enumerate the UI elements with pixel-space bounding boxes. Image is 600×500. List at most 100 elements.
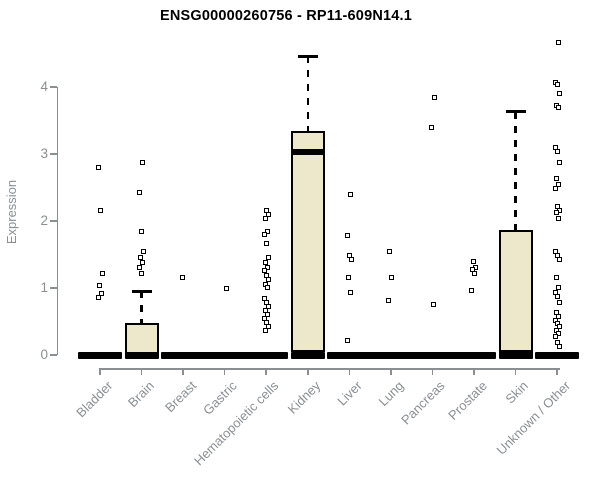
outlier-point xyxy=(348,257,354,263)
x-tick xyxy=(390,368,392,375)
x-tick-label: Bladder xyxy=(73,378,116,421)
outlier-point xyxy=(554,149,560,155)
whisker-cap xyxy=(131,289,152,293)
x-tick xyxy=(223,368,226,375)
x-tick-label: Kidney xyxy=(284,378,324,417)
x-tick-label: Breast xyxy=(161,378,199,416)
outlier-point xyxy=(471,259,477,265)
outlier-point xyxy=(556,344,562,350)
outlier-point xyxy=(344,337,350,343)
outlier-point xyxy=(556,324,562,330)
y-axis-line xyxy=(56,87,58,355)
whisker-cap xyxy=(297,54,318,58)
x-tick-label: Unknown / Other xyxy=(493,378,573,458)
median-line xyxy=(124,352,159,358)
outlier-point xyxy=(346,252,352,258)
outlier-point xyxy=(97,207,103,213)
outlier-point xyxy=(555,215,561,221)
outlier-point xyxy=(556,299,562,305)
zero-band xyxy=(161,351,206,359)
outlier-point xyxy=(138,254,144,260)
outlier-point xyxy=(262,215,268,221)
outlier-point xyxy=(386,298,392,304)
outlier-point xyxy=(473,264,479,270)
outlier-point xyxy=(264,312,270,318)
x-axis-line xyxy=(99,368,561,370)
outlier-point xyxy=(140,160,146,166)
outlier-point xyxy=(555,39,561,45)
zero-band xyxy=(290,351,325,359)
outlier-point xyxy=(389,275,395,281)
zero-band xyxy=(202,351,247,359)
outlier-point xyxy=(265,304,271,310)
outlier-point xyxy=(556,90,562,96)
x-tick-label: Brain xyxy=(125,378,158,411)
box xyxy=(124,322,159,355)
outlier-point xyxy=(347,289,353,295)
outlier-point xyxy=(472,270,478,276)
y-tick-label: 2 xyxy=(40,213,48,228)
y-tick xyxy=(50,153,57,155)
outlier-point xyxy=(95,164,101,170)
median-line xyxy=(498,352,533,358)
zero-band xyxy=(410,351,455,359)
outlier-point xyxy=(179,275,185,281)
x-tick-label: Skin xyxy=(502,378,532,407)
whisker xyxy=(514,111,517,230)
x-tick xyxy=(514,368,517,375)
y-tick xyxy=(50,86,57,88)
y-tick xyxy=(50,220,57,222)
x-tick xyxy=(431,368,434,375)
outlier-point xyxy=(264,284,270,290)
x-tick-label: Gastric xyxy=(200,378,241,418)
x-tick-label: Liver xyxy=(334,378,365,409)
outlier-point xyxy=(139,228,145,234)
outlier-point xyxy=(95,294,101,300)
outlier-point xyxy=(387,248,393,254)
outlier-point xyxy=(555,284,561,290)
outlier-point xyxy=(553,275,559,281)
outlier-point xyxy=(554,82,560,88)
x-tick-label: Lung xyxy=(375,378,407,410)
y-tick-label: 0 xyxy=(40,347,48,362)
outlier-point xyxy=(554,339,560,345)
outlier-point xyxy=(265,255,271,261)
outlier-point xyxy=(98,290,104,296)
outlier-point xyxy=(553,175,559,181)
outlier-point xyxy=(555,313,561,319)
outlier-point xyxy=(99,270,105,276)
zero-band xyxy=(451,351,496,359)
outlier-point xyxy=(261,268,267,274)
outlier-point xyxy=(430,301,436,307)
box xyxy=(290,130,325,352)
outlier-point xyxy=(556,159,562,165)
outlier-point xyxy=(345,275,351,281)
outlier-point xyxy=(137,190,143,196)
zero-band xyxy=(368,351,413,359)
median-line xyxy=(290,148,325,155)
outlier-point xyxy=(224,285,230,291)
x-tick xyxy=(99,368,101,375)
outlier-point xyxy=(428,125,434,131)
box xyxy=(498,229,533,352)
outlier-point xyxy=(555,331,561,337)
outlier-point xyxy=(556,257,562,263)
outlier-point xyxy=(347,192,353,198)
outlier-point xyxy=(556,207,562,213)
outlier-point xyxy=(431,94,437,100)
outlier-point xyxy=(140,260,146,266)
chart-title: ENSG00000260756 - RP11-609N14.1 xyxy=(159,8,413,24)
whisker xyxy=(140,291,143,323)
y-tick-label: 1 xyxy=(40,280,48,295)
outlier-point xyxy=(469,287,475,293)
x-tick xyxy=(348,368,351,375)
x-tick xyxy=(473,368,475,375)
outlier-point xyxy=(261,295,267,301)
y-tick-label: 3 xyxy=(40,146,48,161)
outlier-point xyxy=(262,260,268,266)
y-tick xyxy=(50,287,57,289)
outlier-point xyxy=(96,282,102,288)
whisker xyxy=(306,56,309,131)
